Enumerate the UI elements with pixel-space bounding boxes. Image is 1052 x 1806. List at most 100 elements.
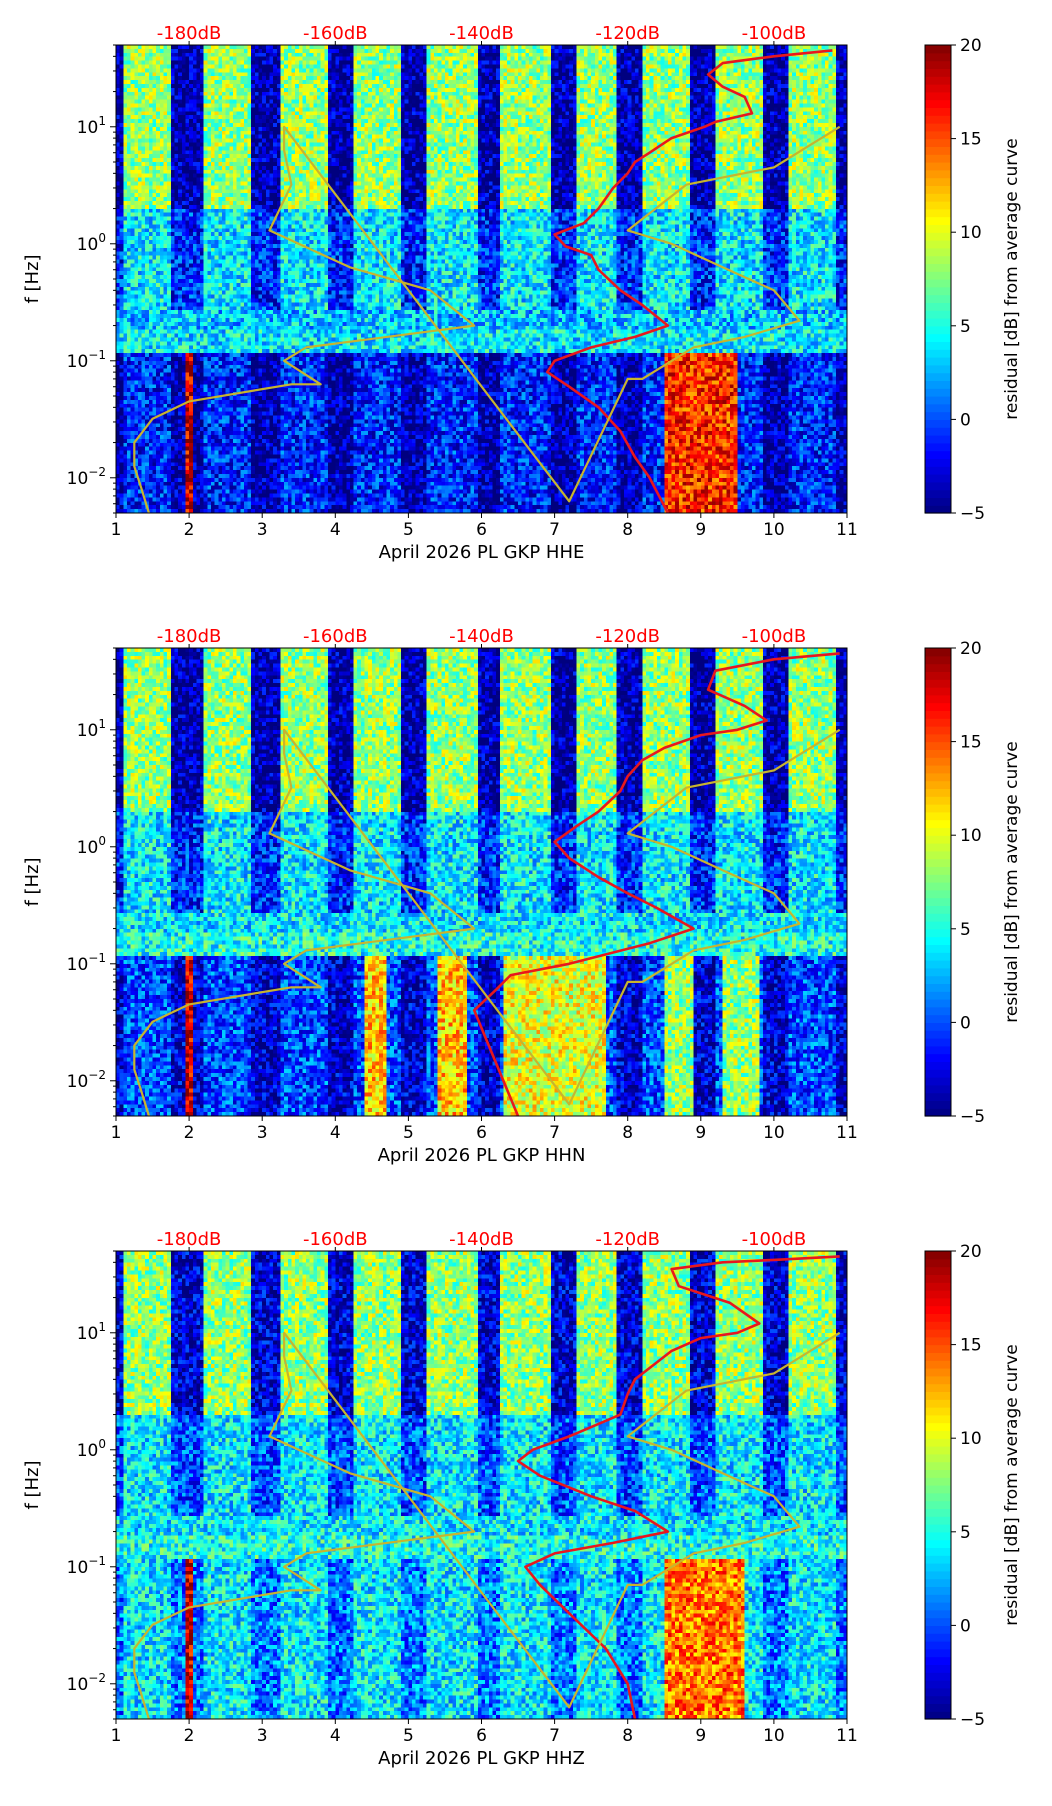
colorbar-segment [925, 1609, 951, 1619]
colorbar-segment [925, 1251, 951, 1260]
colorbar-segment [925, 1617, 951, 1626]
colorbar-segment [925, 1539, 951, 1548]
colorbar-segment [925, 123, 951, 132]
colorbar-segment [925, 1664, 951, 1673]
series-red-line [545, 49, 833, 514]
colorbar-segment [925, 302, 951, 311]
top-axis-label: -100dB [742, 1229, 807, 1250]
colorbar-segment [925, 1391, 951, 1400]
y-tick-label: 100 [77, 1437, 106, 1461]
panel-hhz: 1 2 3 4 5 6 7 8 9 10 11 April 2026 PL GKP HHZ -180dB… [22, 1229, 1022, 1769]
colorbar-segment [925, 1321, 951, 1330]
colorbar-segment [925, 76, 951, 85]
colorbar-segment [925, 858, 951, 867]
colorbar-segment [925, 130, 951, 140]
y-tick-label: 10−2 [67, 1671, 106, 1695]
colorbar-segment [925, 1061, 951, 1070]
colorbar-segment [925, 497, 951, 506]
colorbar-segment [925, 84, 951, 93]
colorbar-segment [925, 1485, 951, 1494]
colorbar-segment [925, 1641, 951, 1650]
top-axis-label: -160dB [303, 1229, 368, 1250]
top-axis-label: -120dB [595, 626, 660, 647]
x-tick-label: 8 [622, 1123, 633, 1143]
colorbar-segment [925, 960, 951, 969]
colorbar-segment [925, 1516, 951, 1525]
colorbar-segment [925, 882, 951, 891]
colorbar-segment [925, 240, 951, 249]
colorbar-segment [925, 967, 951, 977]
colorbar-segment [925, 718, 951, 727]
colorbar-segment [925, 349, 951, 358]
colorbar-segment [925, 1407, 951, 1416]
panel-hhe: 1 2 3 4 5 6 7 8 9 10 11 April 2026 PL GKP HHE -180dB… [22, 23, 1022, 563]
colorbar-segment [925, 1687, 951, 1697]
x-tick-label: 7 [549, 1123, 560, 1143]
colorbar-segment [925, 505, 951, 514]
colorbar-segment [925, 1602, 951, 1611]
series-model-line [133, 1331, 841, 1720]
colorbar-segment [925, 1360, 951, 1369]
colorbar-tick-label: 15 [960, 1336, 982, 1356]
x-tick-label: 1 [111, 1726, 122, 1746]
colorbar-tick-label: −5 [960, 504, 985, 524]
x-tick-label: 9 [695, 520, 706, 540]
x-axis-label: April 2026 PL GKP HHZ [378, 1748, 585, 1769]
x-tick-label: 10 [763, 1726, 785, 1746]
colorbar-segment [925, 1383, 951, 1392]
colorbar-segment [925, 396, 951, 405]
colorbar-segment [925, 107, 951, 116]
colorbar-segment [925, 115, 951, 124]
colorbar-segment [925, 936, 951, 945]
y-tick-label: 10−1 [67, 951, 106, 975]
y-tick-label: 101 [77, 1320, 106, 1344]
colorbar-segment [925, 1695, 951, 1704]
x-tick-label: 5 [403, 1123, 414, 1143]
colorbar-segment [925, 372, 951, 381]
colorbar-segment [925, 474, 951, 483]
x-tick-label: 8 [622, 1726, 633, 1746]
colorbar-segment [925, 663, 951, 672]
top-axis-label: -120dB [595, 23, 660, 44]
colorbar-segment [925, 1336, 951, 1346]
x-tick-label: 6 [476, 1123, 487, 1143]
y-tick-label: 100 [77, 231, 106, 255]
colorbar-segment [925, 1274, 951, 1283]
heatmap-image [116, 45, 847, 513]
x-tick-label: 8 [622, 520, 633, 540]
x-tick-label: 9 [695, 1726, 706, 1746]
colorbar-segment [925, 1438, 951, 1447]
x-tick-label: 3 [257, 1123, 268, 1143]
colorbar-tick-label: 20 [960, 1242, 982, 1262]
colorbar-segment [925, 1006, 951, 1016]
colorbar-segment [925, 702, 951, 711]
colorbar-segment [925, 435, 951, 444]
colorbar-segment [925, 450, 951, 459]
y-tick-label: 101 [77, 717, 106, 741]
colorbar-segment [925, 648, 951, 657]
colorbar-segment [925, 780, 951, 789]
colorbar-segment [925, 419, 951, 428]
x-tick-label: 4 [330, 1726, 341, 1746]
top-axis-label: -140dB [449, 23, 514, 44]
y-axis-label: f [Hz] [22, 857, 43, 906]
series-red-line [472, 652, 840, 1117]
colorbar: −5 0 5 10 15 20 residual [dB] from average cur… [924, 639, 1022, 1127]
series-model-line [133, 728, 841, 1117]
top-axis-label: -180dB [157, 626, 222, 647]
colorbar-segment [925, 1531, 951, 1541]
colorbar-segment [925, 255, 951, 264]
colorbar-segment [925, 1633, 951, 1642]
top-axis-label: -140dB [449, 626, 514, 647]
colorbar-segment [925, 1492, 951, 1502]
colorbar-segment [925, 1344, 951, 1353]
colorbar-segment [925, 913, 951, 922]
colorbar-segment [925, 1547, 951, 1556]
colorbar-segment [925, 411, 951, 420]
colorbar-segment [925, 1625, 951, 1634]
colorbar-label: residual [dB] from average curve [1002, 741, 1022, 1022]
x-tick-label: 10 [763, 1123, 785, 1143]
colorbar-segment [925, 772, 951, 782]
colorbar-segment [925, 905, 951, 914]
colorbar-segment [925, 788, 951, 797]
